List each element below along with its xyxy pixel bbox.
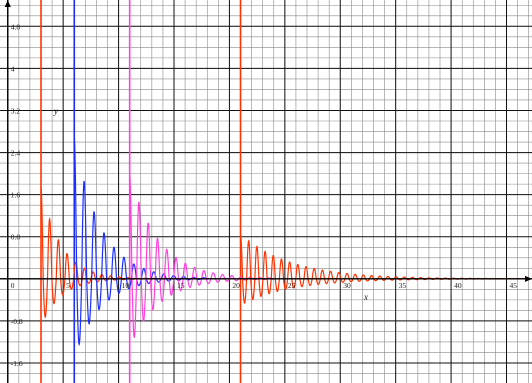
- tick-labels: 0 5 10 15 20 25 30 35 40 45 -1.6 -0.8 0.8 1.6 2.4 3.2 4 4…: [11, 22, 517, 368]
- y-tick-label: 2.4: [11, 149, 21, 158]
- x-tick-label: 45: [510, 281, 518, 290]
- y-tick-label: 1.6: [11, 191, 21, 200]
- x-tick-label: 40: [454, 281, 462, 290]
- x-tick-label: 20: [232, 281, 240, 290]
- y-axis-label: y: [53, 106, 58, 116]
- y-axis-arrow: [4, 0, 11, 7]
- x-tick-label: 0: [11, 281, 15, 290]
- series-line: [73, 136, 208, 347]
- x-tick-label: 30: [343, 281, 351, 290]
- x-axis-arrow: [525, 275, 532, 282]
- y-tick-label: 4.8: [11, 22, 21, 31]
- x-tick-label: 35: [399, 281, 407, 290]
- y-tick-label: -1.6: [11, 359, 23, 368]
- x-tick-label: 15: [177, 281, 185, 290]
- x-tick-label: 5: [66, 281, 70, 290]
- y-tick-label: 3.2: [11, 106, 21, 115]
- y-tick-label: 0.8: [11, 233, 21, 242]
- x-tick-label: 25: [288, 281, 296, 290]
- y-tick-label: -0.8: [11, 317, 23, 326]
- x-tick-label: 10: [122, 281, 130, 290]
- x-axis-label: x: [363, 292, 368, 302]
- y-tick-label: 4: [11, 64, 15, 73]
